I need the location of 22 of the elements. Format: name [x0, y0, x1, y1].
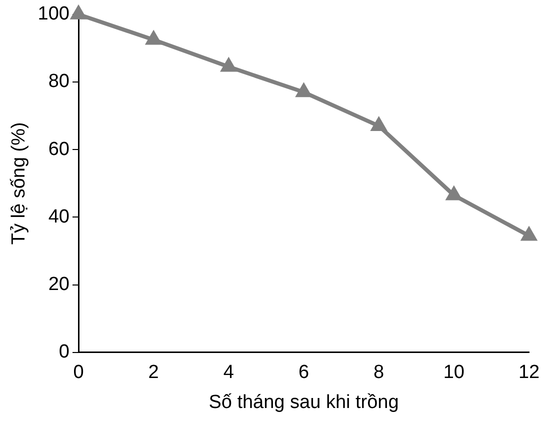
- y-tick-label: 20: [48, 274, 70, 296]
- x-tick-label: 12: [518, 362, 540, 384]
- x-tick-label: 0: [73, 362, 84, 384]
- point: [446, 186, 462, 200]
- x-tick-label: 6: [298, 362, 310, 384]
- point: [220, 57, 237, 72]
- point: [70, 4, 87, 20]
- x-tick-label: 4: [223, 362, 234, 384]
- point: [295, 82, 312, 98]
- y-tick-label: 100: [38, 4, 70, 25]
- y-tick-label: 0: [58, 342, 70, 363]
- y-tick-label: 60: [48, 138, 70, 160]
- y-axis-title: Tỷ lệ sống (%): [8, 122, 30, 245]
- x-tick-label: 8: [374, 362, 384, 384]
- y-tick-label: 80: [48, 71, 70, 92]
- point: [370, 116, 388, 131]
- y-tick-label: 40: [48, 206, 70, 228]
- x-axis-title: Số tháng sau khi trồng: [208, 392, 399, 413]
- x-tick-label: 2: [148, 362, 159, 384]
- x-tick-label: 10: [443, 362, 464, 384]
- point: [145, 30, 162, 45]
- point: [520, 226, 538, 241]
